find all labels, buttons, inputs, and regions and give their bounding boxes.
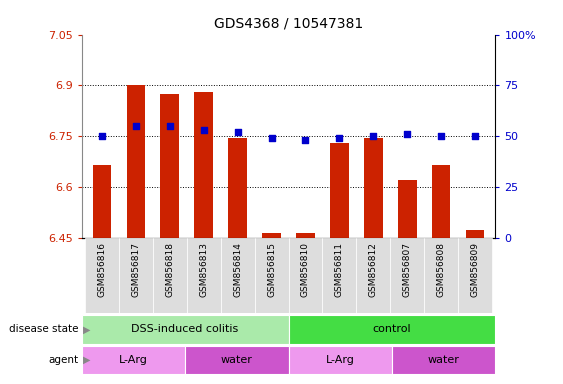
- Point: [131, 123, 140, 129]
- Point: [437, 133, 446, 139]
- Bar: [296, 233, 315, 238]
- Text: GSM856817: GSM856817: [131, 242, 140, 297]
- Text: DSS-induced colitis: DSS-induced colitis: [132, 324, 239, 334]
- Bar: [432, 165, 450, 238]
- Bar: [390, 238, 424, 313]
- Point: [233, 129, 242, 135]
- Point: [301, 137, 310, 144]
- Text: GSM856810: GSM856810: [301, 242, 310, 297]
- Bar: [153, 238, 187, 313]
- Point: [166, 123, 175, 129]
- Text: GSM856813: GSM856813: [199, 242, 208, 297]
- Bar: [85, 238, 119, 313]
- Bar: [424, 238, 458, 313]
- Text: L-Arg: L-Arg: [119, 355, 148, 365]
- Bar: [82, 315, 289, 344]
- Point: [471, 133, 480, 139]
- Bar: [392, 346, 495, 374]
- Bar: [323, 238, 356, 313]
- Bar: [119, 238, 153, 313]
- Bar: [398, 180, 417, 238]
- Text: water: water: [221, 355, 253, 365]
- Text: GSM856816: GSM856816: [97, 242, 106, 297]
- Text: GSM856815: GSM856815: [267, 242, 276, 297]
- Bar: [458, 238, 492, 313]
- Point: [97, 133, 106, 139]
- Text: GSM856814: GSM856814: [233, 242, 242, 297]
- Text: GSM856807: GSM856807: [403, 242, 412, 297]
- Bar: [229, 138, 247, 238]
- Bar: [289, 346, 392, 374]
- Text: GSM856811: GSM856811: [335, 242, 344, 297]
- Text: GSM856818: GSM856818: [166, 242, 175, 297]
- Bar: [356, 238, 390, 313]
- Title: GDS4368 / 10547381: GDS4368 / 10547381: [214, 17, 363, 31]
- Bar: [82, 346, 185, 374]
- Text: GSM856809: GSM856809: [471, 242, 480, 297]
- Text: ▶: ▶: [83, 355, 90, 365]
- Text: GSM856808: GSM856808: [437, 242, 446, 297]
- Bar: [127, 86, 145, 238]
- Text: disease state: disease state: [10, 324, 79, 334]
- Point: [199, 127, 208, 133]
- Bar: [160, 94, 179, 238]
- Point: [267, 135, 276, 141]
- Bar: [185, 346, 289, 374]
- Bar: [364, 138, 383, 238]
- Text: GSM856812: GSM856812: [369, 242, 378, 297]
- Point: [403, 131, 412, 137]
- Bar: [254, 238, 288, 313]
- Bar: [289, 315, 495, 344]
- Point: [369, 133, 378, 139]
- Text: water: water: [428, 355, 459, 365]
- Bar: [194, 92, 213, 238]
- Bar: [221, 238, 254, 313]
- Bar: [93, 165, 111, 238]
- Text: ▶: ▶: [83, 324, 90, 334]
- Bar: [262, 233, 281, 238]
- Text: agent: agent: [48, 355, 79, 365]
- Bar: [289, 238, 323, 313]
- Point: [335, 135, 344, 141]
- Bar: [187, 238, 221, 313]
- Bar: [466, 230, 484, 238]
- Bar: [330, 143, 348, 238]
- Text: L-Arg: L-Arg: [326, 355, 355, 365]
- Text: control: control: [373, 324, 412, 334]
